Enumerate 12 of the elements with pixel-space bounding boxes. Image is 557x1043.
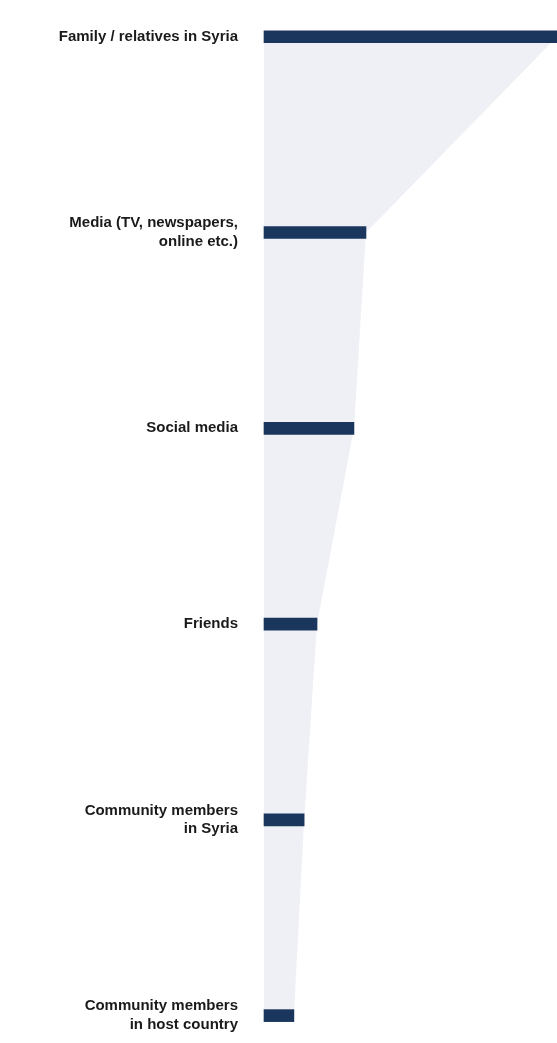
bar <box>263 813 305 827</box>
y-tick-label: Family / relatives in Syria <box>58 26 239 44</box>
y-tick-label: Media (TV, newspapers, online etc.) <box>69 213 238 250</box>
bar <box>263 226 367 239</box>
bar <box>263 1009 295 1022</box>
bar <box>263 617 318 631</box>
y-tick-label: Community members in host country <box>84 996 239 1033</box>
y-tick-label: Friends <box>183 614 238 632</box>
bar <box>263 30 557 44</box>
bar <box>263 421 355 435</box>
y-tick-label: Community members in Syria <box>84 800 239 837</box>
y-tick-label: Social media <box>146 418 239 436</box>
